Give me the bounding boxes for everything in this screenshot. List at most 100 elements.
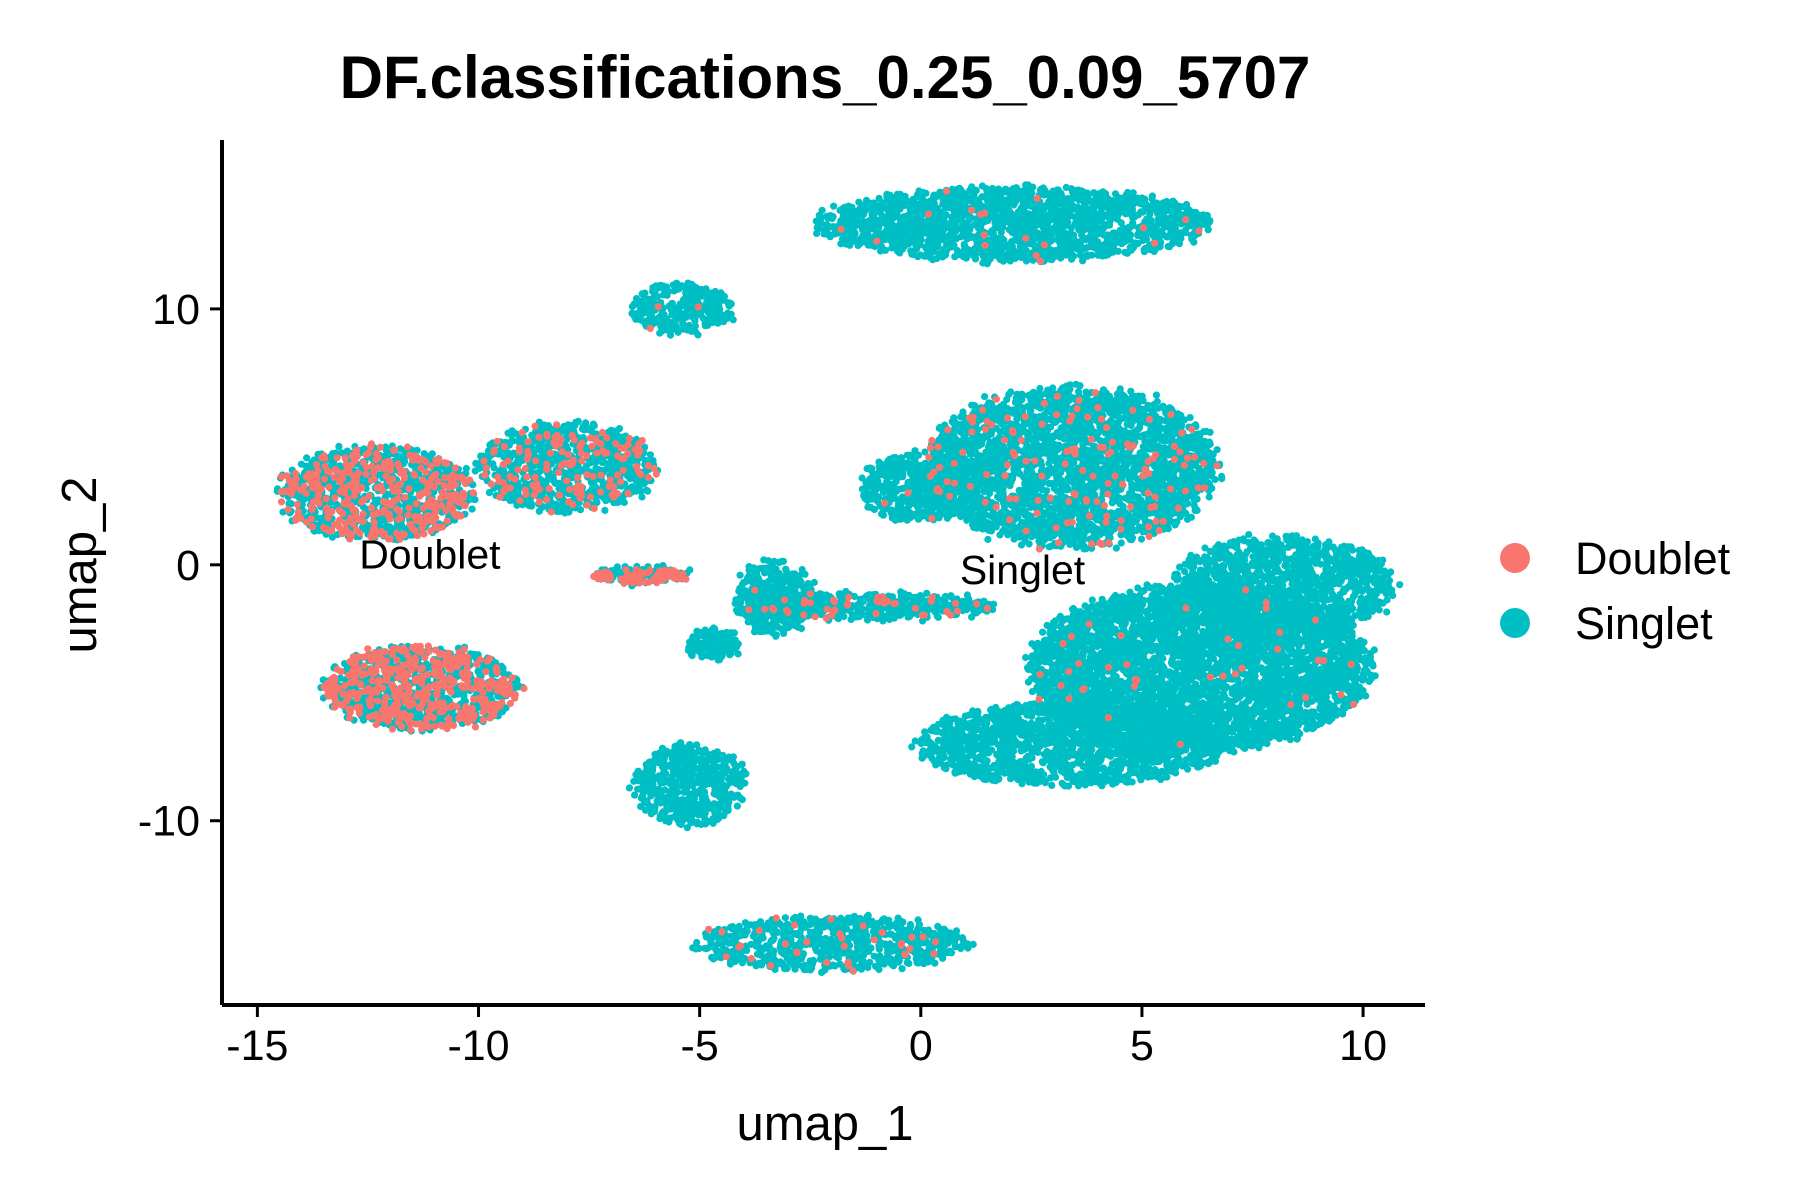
singlet-point bbox=[1055, 197, 1063, 205]
singlet-point bbox=[504, 449, 513, 457]
singlet-point bbox=[1039, 251, 1048, 259]
singlet-point bbox=[1125, 209, 1133, 217]
singlet-point bbox=[633, 487, 641, 495]
singlet-point bbox=[883, 193, 891, 201]
singlet-point bbox=[382, 446, 391, 455]
singlet-point bbox=[738, 777, 746, 785]
singlet-point bbox=[742, 770, 750, 778]
singlet-point bbox=[847, 231, 856, 239]
singlet-point bbox=[817, 219, 825, 227]
singlet-point bbox=[706, 802, 715, 810]
singlet-point bbox=[658, 778, 666, 787]
singlet-point bbox=[1011, 236, 1019, 244]
singlet-point bbox=[903, 212, 911, 220]
singlet-point bbox=[907, 220, 915, 228]
singlet-point bbox=[625, 784, 634, 792]
singlet-point bbox=[640, 777, 648, 785]
singlet-point bbox=[1003, 196, 1012, 204]
singlet-point bbox=[1187, 231, 1195, 239]
singlet-point bbox=[885, 210, 894, 218]
singlet-point bbox=[1081, 195, 1089, 203]
singlet-point bbox=[525, 501, 533, 510]
singlet-point bbox=[646, 451, 655, 459]
singlet-point bbox=[1041, 190, 1049, 198]
singlet-point bbox=[1121, 248, 1129, 256]
singlet-point bbox=[559, 504, 568, 512]
singlet-point bbox=[888, 221, 896, 229]
singlet-point bbox=[1083, 236, 1091, 244]
singlet-point bbox=[913, 200, 921, 208]
singlet-point bbox=[681, 774, 689, 783]
singlet-point bbox=[671, 768, 679, 776]
singlet-point bbox=[297, 460, 305, 468]
singlet-point bbox=[688, 754, 696, 762]
singlet-point bbox=[874, 222, 882, 230]
singlet-point bbox=[1090, 205, 1098, 213]
singlet-point bbox=[666, 331, 675, 339]
singlet-point bbox=[692, 293, 700, 301]
singlet-point bbox=[689, 806, 697, 815]
singlet-point bbox=[658, 327, 666, 335]
singlet-point bbox=[1141, 218, 1149, 226]
singlet-point bbox=[711, 810, 719, 818]
singlet-point bbox=[1018, 204, 1026, 212]
singlet-point bbox=[679, 754, 687, 762]
singlet-point bbox=[698, 289, 706, 298]
singlet-point bbox=[959, 222, 967, 230]
singlet-point bbox=[538, 446, 546, 454]
points-layer bbox=[273, 181, 1404, 977]
singlet-point bbox=[490, 464, 498, 472]
singlet-point bbox=[975, 197, 983, 205]
singlet-point bbox=[674, 807, 682, 815]
singlet-point bbox=[716, 755, 724, 763]
singlet-point bbox=[644, 487, 652, 495]
singlet-point bbox=[641, 806, 650, 814]
singlet-point bbox=[1134, 239, 1142, 248]
singlet-point bbox=[678, 814, 687, 822]
singlet-point bbox=[989, 198, 997, 206]
singlet-point bbox=[1126, 236, 1134, 244]
singlet-point bbox=[328, 533, 336, 541]
singlet-point bbox=[979, 259, 987, 267]
singlet-point bbox=[639, 770, 647, 778]
singlet-point bbox=[1010, 201, 1018, 209]
singlet-point bbox=[1063, 221, 1071, 229]
singlet-point bbox=[738, 761, 746, 769]
singlet-point bbox=[582, 419, 590, 427]
singlet-point bbox=[1117, 208, 1125, 216]
singlet-point bbox=[1099, 188, 1107, 196]
singlet-point bbox=[692, 328, 700, 336]
singlet-point bbox=[997, 197, 1005, 205]
singlet-point bbox=[934, 243, 942, 251]
singlet-point bbox=[861, 224, 869, 232]
singlet-point bbox=[888, 231, 897, 239]
singlet-point bbox=[722, 311, 730, 319]
singlet-point bbox=[1075, 226, 1084, 234]
singlet-point bbox=[979, 252, 987, 260]
singlet-point bbox=[961, 191, 969, 199]
singlet-point bbox=[695, 772, 703, 780]
singlet-point bbox=[620, 498, 628, 507]
singlet-point bbox=[933, 219, 941, 227]
singlet-point bbox=[1077, 187, 1086, 195]
singlet-point bbox=[335, 442, 343, 450]
singlet-point bbox=[710, 756, 718, 764]
singlet-point bbox=[1165, 243, 1174, 251]
singlet-point bbox=[651, 283, 659, 291]
singlet-point bbox=[628, 309, 636, 317]
singlet-point bbox=[995, 187, 1003, 195]
singlet-point bbox=[684, 295, 692, 303]
singlet-point bbox=[1173, 203, 1181, 211]
singlet-point bbox=[725, 775, 733, 783]
singlet-point bbox=[862, 196, 871, 204]
singlet-point bbox=[1149, 231, 1157, 240]
singlet-point bbox=[953, 246, 961, 255]
singlet-point bbox=[1002, 207, 1010, 215]
singlet-point bbox=[867, 204, 876, 212]
singlet-point bbox=[664, 287, 673, 295]
singlet-point bbox=[1012, 229, 1020, 237]
singlet-point bbox=[830, 202, 838, 210]
singlet-point bbox=[658, 809, 666, 817]
singlet-point bbox=[930, 204, 939, 212]
